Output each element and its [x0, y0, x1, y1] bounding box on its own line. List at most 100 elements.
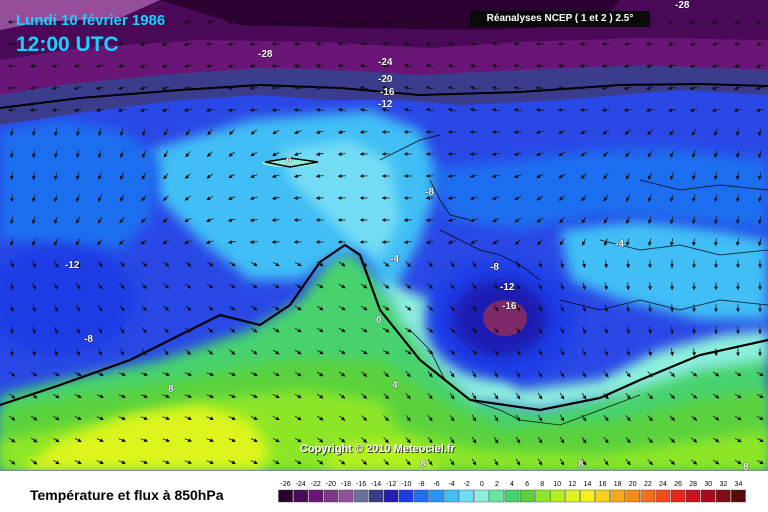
flow-arrow	[405, 415, 411, 422]
flow-arrow	[74, 416, 82, 420]
flow-arrow	[141, 261, 148, 267]
flow-arrow	[250, 394, 258, 398]
legend-value-label: 32	[719, 481, 727, 488]
flow-arrow	[120, 348, 124, 356]
flow-arrow	[494, 260, 498, 268]
legend-color-swatch	[414, 489, 429, 503]
legend-value-label: 18	[614, 481, 622, 488]
flow-arrow	[8, 371, 16, 377]
map-footer: Température et flux à 850hPa -26 -24 -22 -2…	[0, 470, 768, 512]
flow-arrow	[29, 86, 38, 91]
flow-arrow	[184, 416, 193, 420]
flow-arrow	[360, 261, 368, 267]
flow-arrow	[513, 63, 522, 68]
flow-arrow	[603, 392, 609, 400]
flow-arrow	[623, 108, 632, 113]
flow-arrow	[294, 459, 302, 465]
flow-arrow	[117, 108, 126, 113]
flow-arrow	[164, 128, 168, 136]
flow-arrow	[602, 151, 609, 157]
flow-arrow	[736, 128, 740, 137]
flow-arrow	[30, 393, 38, 399]
flow-arrow	[206, 372, 215, 376]
flow-arrow	[32, 238, 36, 247]
isotherm-label: 8	[420, 459, 426, 470]
flow-arrow	[425, 196, 434, 201]
legend-color-swatch	[550, 489, 565, 503]
flow-arrow	[447, 218, 456, 223]
flow-arrow	[163, 173, 169, 180]
flow-arrow	[515, 458, 521, 466]
flow-arrow	[52, 415, 60, 421]
flow-arrow	[162, 460, 171, 464]
legend-color-swatch	[353, 489, 369, 503]
flow-arrow	[538, 260, 542, 269]
flow-arrow	[383, 459, 389, 466]
flow-arrow	[626, 326, 631, 335]
legend-value-label: -10	[401, 481, 411, 488]
legend-color-swatch	[716, 489, 731, 503]
flow-arrow	[604, 326, 608, 335]
flow-arrow	[206, 438, 215, 442]
legend-value-label: -12	[386, 481, 396, 488]
flow-arrow	[559, 217, 565, 224]
flow-arrow	[669, 238, 674, 247]
flow-arrow	[162, 239, 170, 245]
flow-arrow	[471, 305, 477, 312]
flow-arrow	[405, 261, 412, 268]
flow-arrow	[645, 108, 654, 113]
flow-arrow	[403, 41, 412, 46]
flow-arrow	[272, 261, 280, 267]
flow-arrow	[734, 393, 742, 399]
flow-arrow	[53, 260, 59, 268]
flow-arrow	[558, 195, 565, 201]
flow-arrow	[757, 238, 762, 247]
flow-arrow	[559, 458, 565, 466]
flow-arrow	[339, 415, 346, 421]
flow-arrow	[315, 174, 324, 179]
flow-arrow	[140, 460, 149, 464]
flow-arrow	[54, 216, 58, 225]
flow-arrow	[183, 86, 192, 91]
flow-arrow	[493, 370, 499, 378]
flow-arrow	[449, 283, 455, 290]
flow-arrow	[689, 20, 698, 25]
flow-arrow	[625, 393, 631, 400]
flow-arrow	[469, 218, 478, 222]
flow-arrow	[427, 283, 434, 290]
isotherm-label: -20	[378, 74, 393, 85]
flow-arrow	[491, 174, 500, 179]
flow-arrow	[403, 63, 412, 68]
flow-arrow	[757, 150, 762, 159]
flow-arrow	[491, 41, 500, 46]
flow-arrow	[733, 64, 742, 69]
flow-arrow	[10, 348, 15, 357]
flow-arrow	[491, 63, 500, 68]
legend-value-label: 12	[568, 481, 576, 488]
flow-arrow	[734, 437, 742, 443]
flow-arrow	[537, 326, 543, 334]
flow-arrow	[97, 150, 102, 159]
flow-arrow	[118, 239, 125, 245]
flow-arrow	[183, 64, 192, 69]
flow-arrow	[339, 437, 346, 443]
legend-color-swatch	[474, 489, 490, 503]
flow-arrow	[74, 438, 82, 442]
flow-arrow	[54, 304, 58, 312]
flow-arrow	[470, 240, 478, 244]
flow-arrow	[272, 283, 280, 289]
flow-arrow	[294, 327, 302, 333]
flow-arrow	[316, 261, 324, 267]
flow-arrow	[449, 370, 455, 378]
flow-arrow	[427, 392, 433, 400]
flow-arrow	[645, 86, 654, 91]
flow-arrow	[581, 216, 587, 224]
flow-arrow	[161, 86, 170, 91]
flow-arrow	[755, 42, 764, 47]
flow-arrow	[163, 305, 170, 311]
flow-arrow	[667, 42, 676, 47]
flow-arrow	[669, 371, 676, 377]
flow-arrow	[601, 108, 610, 113]
flow-arrow	[184, 240, 192, 244]
flow-arrow	[97, 282, 103, 290]
